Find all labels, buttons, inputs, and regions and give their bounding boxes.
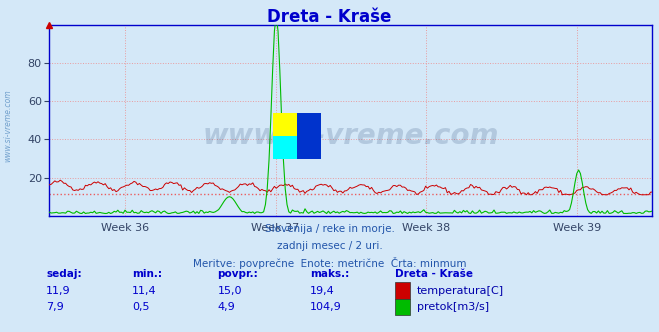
Text: 19,4: 19,4: [310, 286, 335, 296]
Bar: [273, 136, 297, 159]
Bar: [297, 113, 321, 159]
Text: pretok[m3/s]: pretok[m3/s]: [417, 302, 489, 312]
Text: www.si-vreme.com: www.si-vreme.com: [203, 122, 499, 150]
Text: Meritve: povprečne  Enote: metrične  Črta: minmum: Meritve: povprečne Enote: metrične Črta:…: [192, 257, 467, 269]
Text: Dreta - Kraše: Dreta - Kraše: [395, 269, 473, 279]
Text: 0,5: 0,5: [132, 302, 150, 312]
Text: www.si-vreme.com: www.si-vreme.com: [3, 90, 13, 162]
Text: 11,4: 11,4: [132, 286, 156, 296]
Text: 11,9: 11,9: [46, 286, 71, 296]
Text: sedaj:: sedaj:: [46, 269, 82, 279]
Text: 4,9: 4,9: [217, 302, 235, 312]
Bar: [273, 113, 297, 135]
Text: Dreta - Kraše: Dreta - Kraše: [268, 8, 391, 26]
Text: temperatura[C]: temperatura[C]: [417, 286, 504, 296]
Text: min.:: min.:: [132, 269, 162, 279]
Text: povpr.:: povpr.:: [217, 269, 258, 279]
Text: Slovenija / reke in morje.: Slovenija / reke in morje.: [264, 224, 395, 234]
Text: 7,9: 7,9: [46, 302, 64, 312]
Text: maks.:: maks.:: [310, 269, 349, 279]
Text: zadnji mesec / 2 uri.: zadnji mesec / 2 uri.: [277, 241, 382, 251]
Text: 104,9: 104,9: [310, 302, 341, 312]
Text: 15,0: 15,0: [217, 286, 242, 296]
